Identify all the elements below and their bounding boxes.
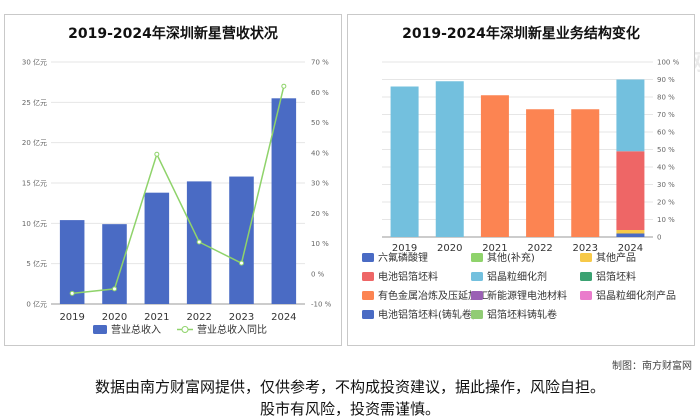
yoy-point — [281, 83, 287, 89]
stack-segment — [616, 151, 645, 230]
legend-swatch — [362, 291, 374, 300]
y-tick-label: 30 % — [657, 181, 675, 189]
x-tick-label: 2022 — [527, 243, 552, 254]
y-tick-label: 30 亿元 — [22, 58, 47, 67]
stack-segment — [480, 95, 509, 237]
revenue-bar — [229, 176, 254, 304]
legend-swatch — [471, 253, 483, 262]
y-tick-label: 100 % — [657, 59, 680, 67]
y-tick-label: 10 亿元 — [22, 219, 47, 228]
legend-swatch — [362, 253, 374, 262]
y2-tick-label: 50 % — [311, 119, 329, 127]
legend-label: 铝箔坯料 — [596, 270, 636, 283]
y2-tick-label: 0 % — [311, 270, 325, 278]
y-tick-label: 20 亿元 — [22, 138, 47, 147]
legend-swatch-yoy-point — [181, 326, 189, 333]
yoy-point — [239, 260, 244, 266]
legend-label: 其他(补充) — [487, 251, 535, 264]
stack-segment — [435, 81, 464, 237]
legend-label: 有色金属冶炼及压延加工 — [378, 289, 488, 302]
legend-swatch-revenue — [93, 325, 107, 334]
revenue-chart: 0 亿元 5 亿元 10 亿元 15 亿元 20 亿元 25 亿元 30 亿元 -10 % 0 … — [22, 58, 332, 337]
stack-segment — [390, 86, 419, 237]
yoy-point — [196, 239, 202, 245]
business-structure-chart-panel: 2019-2024年深圳新星业务结构变化 0 10 % 20 % 30 % 40 % 50… — [347, 14, 695, 346]
yoy-line — [72, 86, 285, 295]
legend-label: 新能源锂电池材料 — [487, 289, 567, 302]
legend-label: 电池铝箔坯料 — [378, 270, 438, 283]
stack-segment — [571, 109, 600, 237]
stack-segment — [526, 109, 555, 237]
legend-swatch — [580, 291, 592, 300]
legend-label: 其他产品 — [596, 251, 636, 264]
y2-tick-label: 20 % — [311, 210, 329, 218]
legend-swatch — [580, 253, 592, 262]
disclaimer-line-1: 数据由南方财富网提供，仅供参考，不构成投资建议，据此操作，风险自担。 — [94, 378, 605, 396]
y-tick-label: 60 % — [657, 129, 675, 137]
legend-label: 铝晶粒细化剂 — [487, 270, 547, 283]
revenue-chart-title: 2019-2024年深圳新星营收状况 — [68, 26, 278, 42]
x-tick-label: 2021 — [482, 243, 507, 254]
legend-swatch — [580, 272, 592, 281]
legend-label: 电池铝箔坯料(铸轧卷) — [378, 308, 476, 321]
revenue-chart-panel: 2019-2024年深圳新星营收状况 0 亿元 5 亿元 10 亿元 15 亿元 20 … — [4, 14, 342, 346]
y-tick-label: 40 % — [657, 164, 675, 172]
y2-tick-label: 60 % — [311, 89, 329, 97]
y2-tick-label: 70 % — [311, 59, 329, 67]
x-tick-label: 2023 — [573, 243, 598, 254]
disclaimer-line-2: 股市有风险，投资需谨慎。 — [259, 400, 440, 418]
chart-credit: 制图：南方财富网 — [612, 361, 692, 372]
yoy-point — [154, 151, 160, 157]
yoy-point — [112, 286, 117, 292]
legend-label: 铝箔坯料铸轧卷 — [487, 308, 557, 321]
y-tick-label: 80 % — [657, 94, 675, 102]
legend-swatch — [471, 272, 483, 281]
revenue-bar — [102, 224, 127, 304]
x-tick-label: 2022 — [186, 312, 211, 323]
legend-label-revenue: 营业总收入 — [111, 323, 161, 336]
x-tick-label: 2021 — [144, 312, 169, 323]
x-tick-label: 2019 — [392, 243, 417, 254]
yoy-point — [69, 290, 75, 296]
y-tick-label: 0 — [657, 234, 661, 242]
y2-tick-label: 40 % — [311, 149, 329, 157]
stack-segment — [616, 233, 645, 237]
legend-swatch — [362, 272, 374, 281]
x-tick-label: 2024 — [271, 312, 296, 323]
stack-segment — [616, 230, 645, 234]
revenue-bar — [271, 98, 297, 304]
x-tick-label: 2024 — [618, 243, 643, 254]
business-structure-chart-title: 2019-2024年深圳新星业务结构变化 — [402, 26, 640, 42]
revenue-bar — [59, 220, 85, 304]
y2-tick-label: 10 % — [311, 240, 329, 248]
y-tick-label: 50 % — [657, 146, 675, 154]
legend-label: 铝晶粒细化剂产品 — [596, 289, 676, 302]
x-tick-label: 2019 — [59, 312, 84, 323]
x-tick-label: 2023 — [229, 312, 254, 323]
x-tick-label: 2020 — [437, 243, 462, 254]
legend-swatch — [362, 310, 374, 319]
revenue-bar — [144, 192, 170, 304]
business-structure-chart: 0 10 % 20 % 30 % 40 % 50 % 60 % 70 % 80 % 90 % 100… — [362, 59, 680, 321]
legend-swatch — [471, 291, 483, 300]
y2-tick-label: -10 % — [311, 301, 332, 309]
y-tick-label: 90 % — [657, 76, 675, 84]
y2-tick-label: 30 % — [311, 180, 329, 188]
stack-segment — [616, 79, 645, 152]
y-tick-label: 15 亿元 — [22, 179, 47, 188]
legend-label: 六氟磷酸锂 — [378, 251, 428, 264]
y-tick-label: 70 % — [657, 111, 675, 119]
y-tick-label: 5 亿元 — [26, 259, 47, 268]
legend-label-yoy: 营业总收入同比 — [197, 323, 267, 336]
y-tick-label: 25 亿元 — [22, 98, 47, 107]
legend-swatch — [471, 310, 483, 319]
y-tick-label: 0 亿元 — [26, 300, 47, 309]
x-tick-label: 2020 — [102, 312, 127, 323]
y-tick-label: 10 % — [657, 216, 675, 224]
y-tick-label: 20 % — [657, 199, 675, 207]
